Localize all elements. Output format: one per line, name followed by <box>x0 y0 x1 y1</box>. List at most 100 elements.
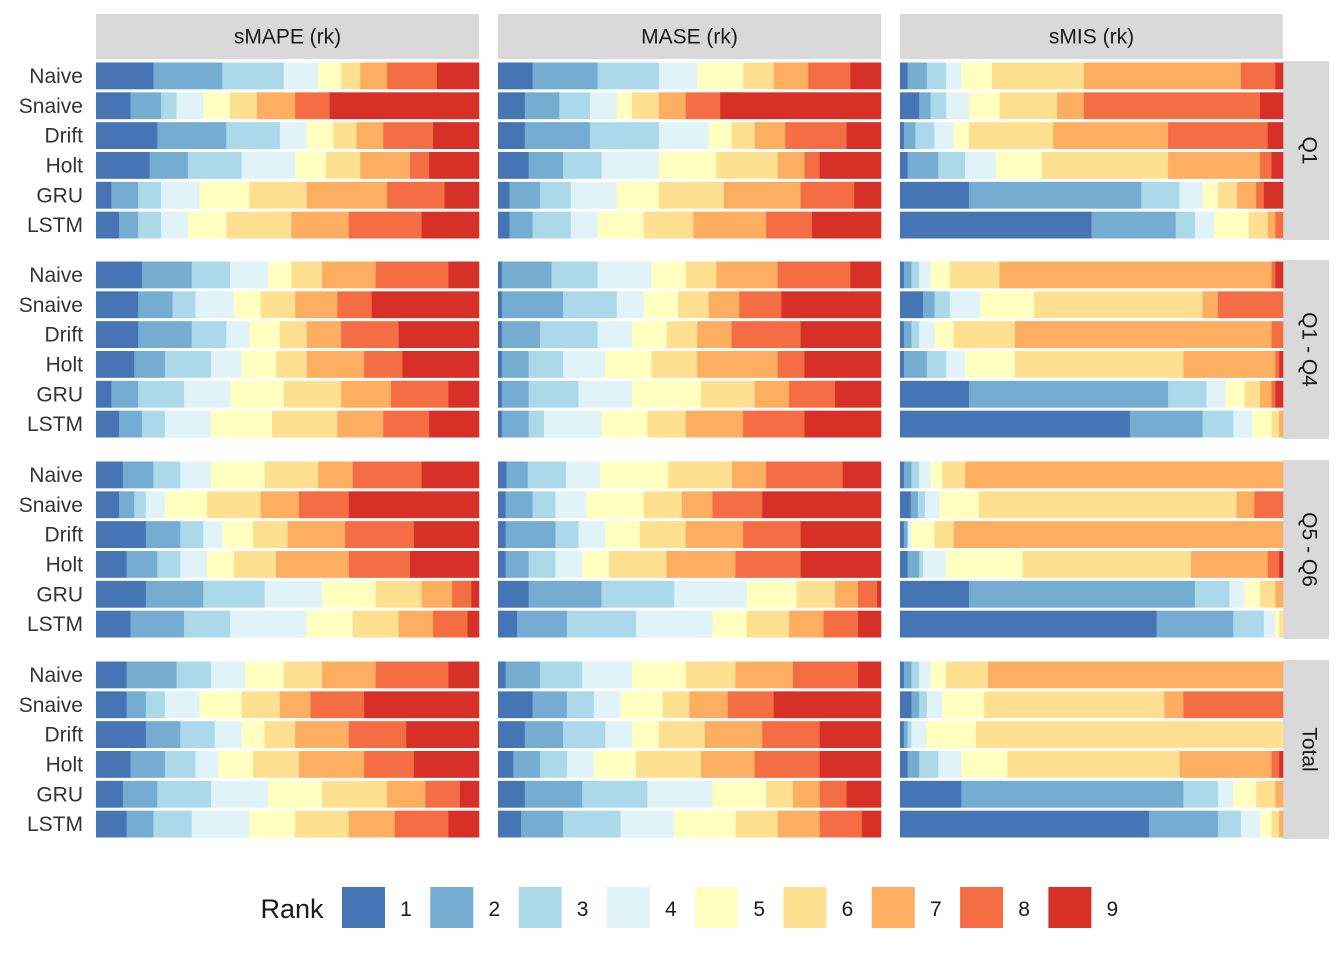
bar-segment-mase-rk-q1-drift-rank-3 <box>589 122 660 150</box>
bar-segment-smape-rk-q5-q6-holt-rank-2 <box>126 550 158 578</box>
column-strip-smape-rk <box>96 14 479 59</box>
bar-segment-smis-rk-q1-q4-drift-rank-4 <box>919 321 935 349</box>
bar-segment-mase-rk-q5-q6-lstm-rank-3 <box>566 610 637 638</box>
bar-segment-smape-rk-total-holt-rank-8 <box>364 750 415 778</box>
bar-segment-smis-rk-q5-q6-naive-rank-1 <box>900 461 905 489</box>
bar-segment-smis-rk-total-naive-rank-2 <box>903 661 912 689</box>
bar-segment-mase-rk-q1-lstm-rank-6 <box>643 211 694 239</box>
bar-segment-smape-rk-q1-q4-lstm-rank-4 <box>164 410 212 438</box>
bar-segment-smis-rk-q1-q4-gru-rank-5 <box>1225 380 1245 408</box>
bar-segment-mase-rk-q5-q6-naive-rank-5 <box>600 461 669 489</box>
bar-segment-mase-rk-q5-q6-holt-rank-6 <box>609 550 667 578</box>
bar-segment-mase-rk-q5-q6-lstm-rank-8 <box>823 610 859 638</box>
bar-segment-smape-rk-q1-q4-snaive-rank-8 <box>337 291 373 319</box>
bar-segment-smape-rk-q1-snaive-rank-9 <box>329 92 480 120</box>
legend-key-rank-5 <box>695 887 739 928</box>
bar-segment-smis-rk-total-holt-rank-2 <box>907 750 920 778</box>
bar-segment-smape-rk-total-drift-rank-6 <box>264 721 296 749</box>
bar-segment-smape-rk-q5-q6-gru-rank-8 <box>452 580 472 608</box>
bar-segment-mase-rk-q5-q6-snaive-rank-4 <box>555 491 587 519</box>
bar-segment-smape-rk-q5-q6-drift-rank-9 <box>413 521 480 549</box>
bar-segment-smis-rk-total-drift-rank-1 <box>900 721 905 749</box>
bar-segment-smis-rk-total-naive-rank-7 <box>988 661 1284 689</box>
bar-segment-smis-rk-q1-naive-rank-7 <box>1083 62 1242 90</box>
bar-segment-mase-rk-q5-q6-drift-rank-5 <box>605 521 641 549</box>
bar-segment-smape-rk-total-gru-rank-6 <box>321 780 388 808</box>
bar-segment-smape-rk-q1-snaive-rank-5 <box>203 92 231 120</box>
bar-segment-mase-rk-q1-q4-snaive-rank-2 <box>501 291 564 319</box>
bar-segment-mase-rk-q1-holt-rank-6 <box>716 151 778 179</box>
bar-segment-mase-rk-total-gru-rank-1 <box>498 780 526 808</box>
bar-segment-smape-rk-q1-q4-snaive-rank-4 <box>195 291 235 319</box>
bar-segment-smis-rk-total-naive-rank-3 <box>911 661 920 689</box>
bar-segment-smis-rk-q5-q6-lstm-rank-6 <box>1279 610 1284 638</box>
bar-segment-smape-rk-total-naive-rank-9 <box>448 661 480 689</box>
bar-segment-mase-rk-q1-q4-gru-rank-3 <box>528 380 579 408</box>
bar-segment-smis-rk-total-holt-rank-8 <box>1271 750 1280 778</box>
bar-segment-smis-rk-total-holt-rank-6 <box>1007 750 1180 778</box>
bar-segment-smis-rk-total-naive-rank-5 <box>930 661 947 689</box>
bar-segment-mase-rk-q5-q6-lstm-rank-7 <box>789 610 824 638</box>
bar-segment-smape-rk-total-holt-rank-9 <box>413 750 480 778</box>
bar-segment-mase-rk-q1-q4-holt-rank-8 <box>777 350 805 378</box>
bar-segment-smis-rk-q1-q4-gru-rank-8 <box>1271 380 1276 408</box>
bar-segment-smis-rk-q1-drift-rank-8 <box>1168 122 1268 150</box>
bar-segment-mase-rk-q5-q6-drift-rank-4 <box>578 521 606 549</box>
legend-key-rank-4 <box>606 887 650 928</box>
bar-segment-smis-rk-total-holt-rank-5 <box>961 750 1008 778</box>
bar-segment-mase-rk-q1-q4-drift-rank-1 <box>498 321 503 349</box>
method-label-holt: Holt <box>46 353 84 376</box>
bar-segment-smis-rk-q1-q4-gru-rank-7 <box>1260 380 1272 408</box>
bar-segment-smape-rk-q1-q4-holt-rank-8 <box>364 350 403 378</box>
bar-segment-smape-rk-total-drift-rank-7 <box>295 721 350 749</box>
bar-segment-smis-rk-q1-snaive-rank-9 <box>1260 92 1284 120</box>
legend-key-rank-1 <box>342 887 385 928</box>
method-label-drift: Drift <box>45 125 84 148</box>
bar-segment-smis-rk-q1-drift-rank-5 <box>953 122 970 150</box>
bar-segment-smape-rk-q1-q4-naive-rank-8 <box>375 261 449 289</box>
bar-segment-smape-rk-q1-q4-naive-rank-6 <box>291 261 323 289</box>
bar-segment-mase-rk-q1-gru-rank-7 <box>723 181 801 209</box>
bar-segment-mase-rk-total-drift-rank-1 <box>498 721 526 749</box>
bar-segment-smape-rk-q1-q4-lstm-rank-6 <box>272 410 338 438</box>
bar-segment-smis-rk-q5-q6-holt-rank-1 <box>900 550 908 578</box>
bar-segment-mase-rk-q5-q6-naive-rank-7 <box>732 461 767 489</box>
bar-segment-smis-rk-q5-q6-snaive-rank-1 <box>900 491 912 519</box>
bar-segment-smis-rk-q5-q6-gru-rank-2 <box>968 580 1196 608</box>
bar-segment-smape-rk-total-holt-rank-3 <box>164 750 196 778</box>
bar-segment-smape-rk-q1-naive-rank-4 <box>283 62 319 90</box>
bar-segment-mase-rk-q5-q6-drift-rank-1 <box>498 521 506 549</box>
bar-segment-mase-rk-total-snaive-rank-6 <box>662 691 690 719</box>
bar-segment-smis-rk-q1-lstm-rank-1 <box>900 211 1092 239</box>
bar-segment-smis-rk-q1-q4-naive-rank-8 <box>1271 261 1276 289</box>
bar-segment-smis-rk-q1-q4-naive-rank-5 <box>930 261 951 289</box>
bar-segment-smape-rk-q1-holt-rank-4 <box>241 151 296 179</box>
bar-segment-smis-rk-q1-snaive-rank-8 <box>1083 92 1261 120</box>
bar-segment-mase-rk-q5-q6-drift-rank-8 <box>743 521 801 549</box>
bar-segment-smis-rk-q5-q6-holt-rank-5 <box>945 550 1023 578</box>
bar-segment-smis-rk-q1-q4-naive-rank-9 <box>1275 261 1284 289</box>
bar-segment-mase-rk-q1-holt-rank-7 <box>777 151 805 179</box>
bar-segment-smis-rk-q1-gru-rank-3 <box>1141 181 1180 209</box>
bar-segment-smis-rk-q1-q4-holt-rank-1 <box>900 350 905 378</box>
bar-segment-smis-rk-q5-q6-gru-rank-6 <box>1260 580 1276 608</box>
bar-segment-mase-rk-total-gru-rank-9 <box>846 780 882 808</box>
bar-segment-smis-rk-q1-q4-gru-rank-9 <box>1275 380 1284 408</box>
bar-segment-smape-rk-q5-q6-drift-rank-4 <box>203 521 223 549</box>
bar-segment-smape-rk-q1-q4-lstm-rank-7 <box>337 410 384 438</box>
bar-segment-smis-rk-q1-gru-rank-1 <box>900 181 970 209</box>
bar-segment-smape-rk-total-gru-rank-3 <box>157 780 212 808</box>
bar-segment-smape-rk-q1-lstm-rank-5 <box>187 211 227 239</box>
bar-segment-smis-rk-q1-q4-lstm-rank-3 <box>1202 410 1234 438</box>
bar-segment-smape-rk-q5-q6-naive-rank-8 <box>352 461 422 489</box>
bar-segment-smape-rk-total-lstm-rank-5 <box>249 810 296 838</box>
bar-segment-mase-rk-total-holt-rank-8 <box>754 750 821 778</box>
method-label-snaive: Snaive <box>19 694 83 717</box>
bar-segment-smape-rk-q5-q6-naive-rank-3 <box>153 461 181 489</box>
bar-segment-smis-rk-total-lstm-rank-4 <box>1240 810 1261 838</box>
legend-label-rank-9: 9 <box>1107 898 1119 921</box>
bar-segment-smape-rk-q1-q4-snaive-rank-1 <box>96 291 139 319</box>
bar-segment-mase-rk-q1-naive-rank-8 <box>808 62 851 90</box>
method-label-lstm: LSTM <box>27 813 83 836</box>
